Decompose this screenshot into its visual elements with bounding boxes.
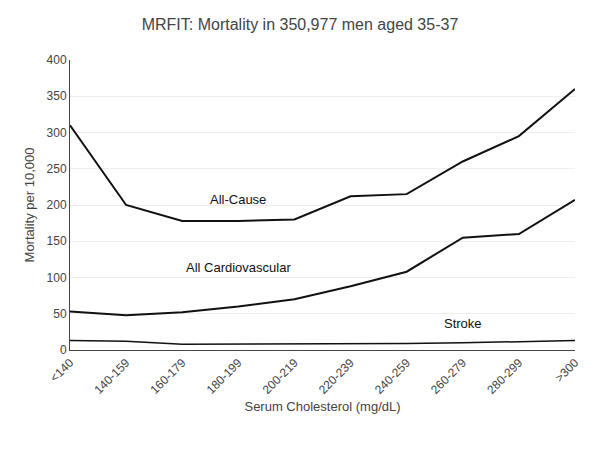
svg-text:Stroke: Stroke — [444, 316, 482, 331]
svg-text:300: 300 — [47, 126, 67, 140]
svg-text:200-219: 200-219 — [260, 356, 301, 397]
svg-text:0: 0 — [60, 343, 67, 357]
svg-text:<140: <140 — [47, 356, 76, 385]
svg-text:>300: >300 — [552, 356, 581, 385]
svg-text:250: 250 — [47, 162, 67, 176]
svg-text:100: 100 — [47, 271, 67, 285]
svg-text:350: 350 — [47, 89, 67, 103]
svg-text:260-279: 260-279 — [428, 356, 469, 397]
svg-text:240-259: 240-259 — [372, 356, 413, 397]
svg-text:Serum Cholesterol (mg/dL): Serum Cholesterol (mg/dL) — [244, 399, 400, 414]
svg-text:160-179: 160-179 — [148, 356, 189, 397]
svg-text:All-Cause: All-Cause — [210, 192, 266, 207]
svg-text:200: 200 — [47, 198, 67, 212]
svg-text:Mortality per 10,000: Mortality per 10,000 — [22, 148, 37, 263]
svg-text:50: 50 — [53, 307, 67, 321]
svg-text:400: 400 — [47, 53, 67, 67]
svg-text:150: 150 — [47, 234, 67, 248]
svg-text:140-159: 140-159 — [91, 356, 132, 397]
svg-text:220-239: 220-239 — [316, 356, 357, 397]
svg-text:All Cardiovascular: All Cardiovascular — [186, 260, 291, 275]
svg-text:MRFIT: Mortality in 350,977 me: MRFIT: Mortality in 350,977 men aged 35-… — [142, 16, 459, 33]
svg-text:180-199: 180-199 — [204, 356, 245, 397]
svg-text:280-299: 280-299 — [484, 356, 525, 397]
